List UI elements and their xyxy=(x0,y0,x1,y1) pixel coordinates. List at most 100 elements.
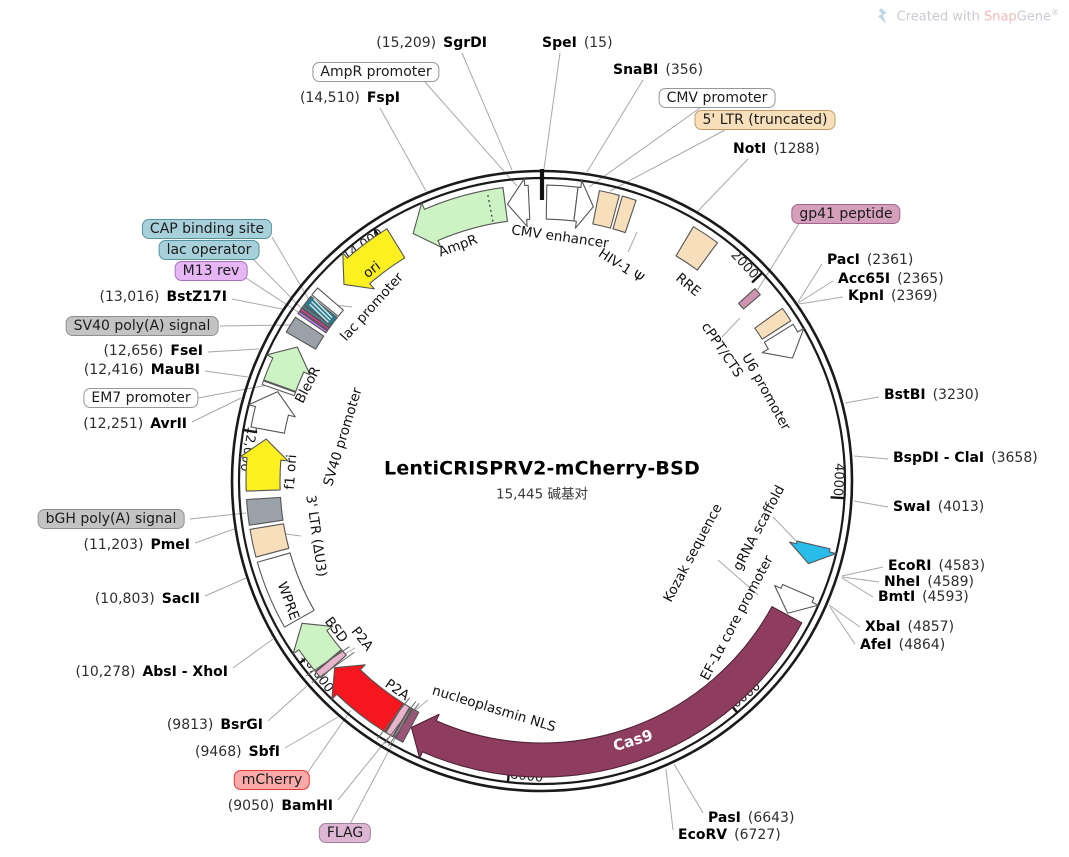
tick-mark-12000 xyxy=(243,428,258,434)
site-label-xbai[interactable]: XbaI (4857) xyxy=(865,619,954,636)
feature-lac-operator-27[interactable] xyxy=(301,305,332,328)
feature-hiv-1-psi-3[interactable] xyxy=(612,195,637,234)
feature-callout-ampr-promoter[interactable]: AmpR promoter xyxy=(312,62,440,82)
feature-lac-promoter-29[interactable] xyxy=(311,287,344,317)
cut-position: (10,803) xyxy=(94,591,155,607)
leader-line-lac-operator xyxy=(251,257,305,312)
inner-feature-label-cppt-cts-4[interactable]: cPPT/CTS xyxy=(698,320,746,381)
feature-callout-5-ltr-truncated[interactable]: 5' LTR (truncated) xyxy=(694,110,836,130)
feature-callout-mcherry[interactable]: mCherry xyxy=(233,770,311,790)
leader-line-bmti xyxy=(841,577,874,598)
site-label-bsrgi[interactable]: (9813) BsrGI xyxy=(167,717,263,734)
site-label-spei[interactable]: SpeI (15) xyxy=(542,35,613,52)
feature-m13-rev-25[interactable] xyxy=(297,310,328,334)
site-label-pasi[interactable]: PasI (6643) xyxy=(708,810,794,827)
site-label-ecori[interactable]: EcoRI (4583) xyxy=(888,558,985,575)
inner-feature-label-sv40-promoter-17[interactable]: SV40 promoter xyxy=(320,386,365,489)
feature-gp41-peptide-5[interactable] xyxy=(738,288,761,310)
enzyme-name: NotI xyxy=(733,141,767,157)
feature-bgh-poly-a-signal-19[interactable] xyxy=(246,496,284,526)
feature-ampr-31[interactable] xyxy=(412,187,509,248)
feature-cmv-enhancer-0[interactable] xyxy=(545,184,579,222)
site-label-maubi[interactable]: (12,416) MauBI xyxy=(84,362,200,379)
feature-wpre-17[interactable] xyxy=(256,552,315,628)
cut-position: (12,656) xyxy=(103,343,164,359)
leader-line-absi-xhoi xyxy=(232,638,274,669)
site-label-fsei[interactable]: (12,656) FseI xyxy=(103,343,203,360)
leader-line-xbai xyxy=(828,604,861,628)
leader-line-snabi xyxy=(586,79,644,173)
snapgene-watermark: Created with SnapGene® xyxy=(877,8,1059,24)
site-label-acc65i[interactable]: Acc65I (2365) xyxy=(838,271,944,288)
leader-line-pmei xyxy=(194,528,235,544)
enzyme-name: BspDI - ClaI xyxy=(893,450,985,466)
site-label-bstbi[interactable]: BstBI (3230) xyxy=(884,387,979,404)
enzyme-name: Acc65I xyxy=(838,271,891,287)
feature-callout-em7-promoter[interactable]: EM7 promoter xyxy=(83,388,199,408)
feature-5-ltr-truncated-2[interactable] xyxy=(592,190,620,229)
inner-feature-label-3-ltr-u3-15[interactable]: 3' LTR (ΔU3) xyxy=(302,494,329,578)
site-label-ecorv[interactable]: EcoRV (6727) xyxy=(678,827,781,844)
feature-em7-promoter-22[interactable] xyxy=(261,380,296,397)
enzyme-name: KpnI xyxy=(848,288,885,304)
site-label-bmti[interactable]: BmtI (4593) xyxy=(878,589,969,606)
feature-u6-promoter-7[interactable] xyxy=(761,323,805,359)
feature-callout-cmv-promoter[interactable]: CMV promoter xyxy=(658,88,776,108)
feature-lac-operator-26[interactable] xyxy=(299,307,330,331)
enzyme-name: SpeI xyxy=(542,35,577,51)
feature-ampr-promoter-32[interactable] xyxy=(506,177,531,227)
feature-sv40-promoter-21[interactable] xyxy=(248,391,296,434)
leader-line-bstbi xyxy=(844,396,880,404)
site-label-paci[interactable]: PacI (2361) xyxy=(827,252,913,269)
site-label-bstz17i[interactable]: (13,016) BstZ17I xyxy=(100,289,227,306)
feature-callout-m13-rev[interactable]: M13 rev xyxy=(174,261,248,281)
site-label-sgrdi[interactable]: (15,209) SgrDI xyxy=(376,35,487,52)
feature-callout-cap-binding-site[interactable]: CAP binding site xyxy=(141,219,273,239)
site-label-sacii[interactable]: (10,803) SacII xyxy=(95,591,200,608)
feature-callout-lac-operator[interactable]: lac operator xyxy=(158,240,260,260)
feature-rre-4[interactable] xyxy=(675,226,719,271)
site-label-noti[interactable]: NotI (1288) xyxy=(733,141,820,158)
feature-3-ltr-u3-18[interactable] xyxy=(249,523,290,558)
site-label-snabi[interactable]: SnaBI (356) xyxy=(613,62,703,79)
site-label-afei[interactable]: AfeI (4864) xyxy=(860,637,945,654)
feature-bsd-16[interactable] xyxy=(292,622,342,672)
site-label-bspdi-clai[interactable]: BspDI - ClaI (3658) xyxy=(893,450,1038,467)
site-label-kpni[interactable]: KpnI (2369) xyxy=(848,288,938,305)
inner-feature-label-cmv-enhancer-1[interactable]: CMV enhancer xyxy=(510,222,610,252)
site-label-nhei[interactable]: NheI (4589) xyxy=(884,574,974,591)
site-label-absi-xhoi[interactable]: (10,278) AbsI - XhoI xyxy=(76,664,228,681)
inner-feature-label-u6-promoter-5[interactable]: U6 promoter xyxy=(738,351,794,434)
feature-f1-ori-20[interactable] xyxy=(239,438,289,492)
leader-line-cap-binding-site xyxy=(271,236,313,306)
junction-slash-9095 xyxy=(376,697,411,740)
feature-callout-sv40-poly-a-signal[interactable]: SV40 poly(A) signal xyxy=(65,316,219,336)
site-label-fspi[interactable]: (14,510) FspI xyxy=(300,90,400,107)
feature-sv40-poly-a-signal-24[interactable] xyxy=(285,316,325,350)
feature-callout-gp41-peptide[interactable]: gp41 peptide xyxy=(791,204,901,224)
inner-feature-label-f1-ori-16[interactable]: f1 ori xyxy=(282,454,300,490)
site-label-swai[interactable]: SwaI (4013) xyxy=(893,499,984,516)
feature-callout-flag[interactable]: FLAG xyxy=(318,823,372,843)
feature-ef-1-core-promoter-9[interactable] xyxy=(774,583,819,614)
feature-nucleoplasmin-nls-11[interactable] xyxy=(395,708,420,743)
site-label-pmei[interactable]: (11,203) PmeI xyxy=(84,537,190,554)
inner-feature-label-kozak-sequence-6[interactable]: Kozak sequence xyxy=(660,501,725,605)
inner-feature-label-hiv-1-2[interactable]: HIV-1 Ψ xyxy=(595,245,646,286)
feature-grna-scaffold-8[interactable] xyxy=(789,540,837,565)
feature-cmv-promoter-1[interactable] xyxy=(573,180,594,229)
feature-ori-30[interactable] xyxy=(342,228,406,290)
feature-p2a-15[interactable] xyxy=(315,649,347,679)
feature-bleor-23[interactable] xyxy=(263,346,311,393)
leader-line-ampr-promoter xyxy=(424,81,518,187)
feature-callout-bgh-poly-a-signal[interactable]: bGH poly(A) signal xyxy=(37,509,185,529)
inner-feature-label-rre-3[interactable]: RRE xyxy=(672,270,703,300)
feature-mcherry-14[interactable] xyxy=(331,664,404,733)
cut-position: (13,016) xyxy=(99,289,160,305)
feature-cas9-10[interactable] xyxy=(410,606,803,778)
feature-cppt-cts-6[interactable] xyxy=(754,307,792,340)
enzyme-name: AbsI - XhoI xyxy=(142,664,228,680)
site-label-avrii[interactable]: (12,251) AvrII xyxy=(83,416,187,433)
site-label-sbfi[interactable]: (9468) SbfI xyxy=(195,744,280,761)
site-label-bamhi[interactable]: (9050) BamHI xyxy=(228,798,333,815)
